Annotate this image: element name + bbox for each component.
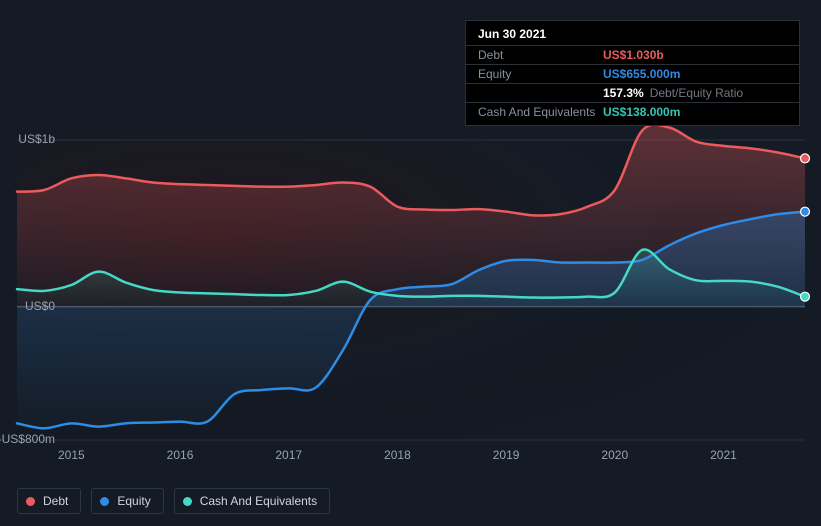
legend-dot: [183, 497, 192, 506]
tooltip-row-label: Cash And Equivalents: [478, 104, 603, 120]
tooltip-row: EquityUS$655.000m: [466, 64, 799, 83]
tooltip-row-label: [478, 85, 603, 101]
chart-tooltip: Jun 30 2021 DebtUS$1.030bEquityUS$655.00…: [465, 20, 800, 126]
tooltip-row: DebtUS$1.030b: [466, 45, 799, 64]
legend-label: Equity: [117, 494, 150, 508]
legend-dot: [26, 497, 35, 506]
legend-item-cash-and-equivalents[interactable]: Cash And Equivalents: [174, 488, 330, 514]
legend-item-debt[interactable]: Debt: [17, 488, 81, 514]
legend-item-equity[interactable]: Equity: [91, 488, 163, 514]
tooltip-row-value: US$138.000m: [603, 104, 680, 120]
tooltip-row-value: US$1.030b: [603, 47, 664, 63]
y-axis-label: US$1b: [0, 132, 55, 146]
x-axis-label: 2015: [58, 448, 85, 462]
tooltip-ratio-label: Debt/Equity Ratio: [650, 85, 743, 101]
tooltip-row: 157.3% Debt/Equity Ratio: [466, 83, 799, 102]
tooltip-row-label: Debt: [478, 47, 603, 63]
y-axis-label: US$0: [0, 299, 55, 313]
legend-dot: [100, 497, 109, 506]
x-axis-label: 2018: [384, 448, 411, 462]
tooltip-ratio-value: 157.3%: [603, 85, 644, 101]
x-axis-label: 2017: [275, 448, 302, 462]
tooltip-row-label: Equity: [478, 66, 603, 82]
y-axis-label: -US$800m: [0, 432, 55, 446]
legend-label: Debt: [43, 494, 68, 508]
tooltip-row-value: US$655.000m: [603, 66, 680, 82]
x-axis-label: 2020: [601, 448, 628, 462]
x-axis-label: 2016: [167, 448, 194, 462]
x-axis-label: 2019: [493, 448, 520, 462]
tooltip-date: Jun 30 2021: [466, 25, 799, 45]
legend-label: Cash And Equivalents: [200, 494, 317, 508]
tooltip-row: Cash And EquivalentsUS$138.000m: [466, 102, 799, 121]
x-axis-label: 2021: [710, 448, 737, 462]
chart-legend: Debt Equity Cash And Equivalents: [17, 488, 330, 514]
